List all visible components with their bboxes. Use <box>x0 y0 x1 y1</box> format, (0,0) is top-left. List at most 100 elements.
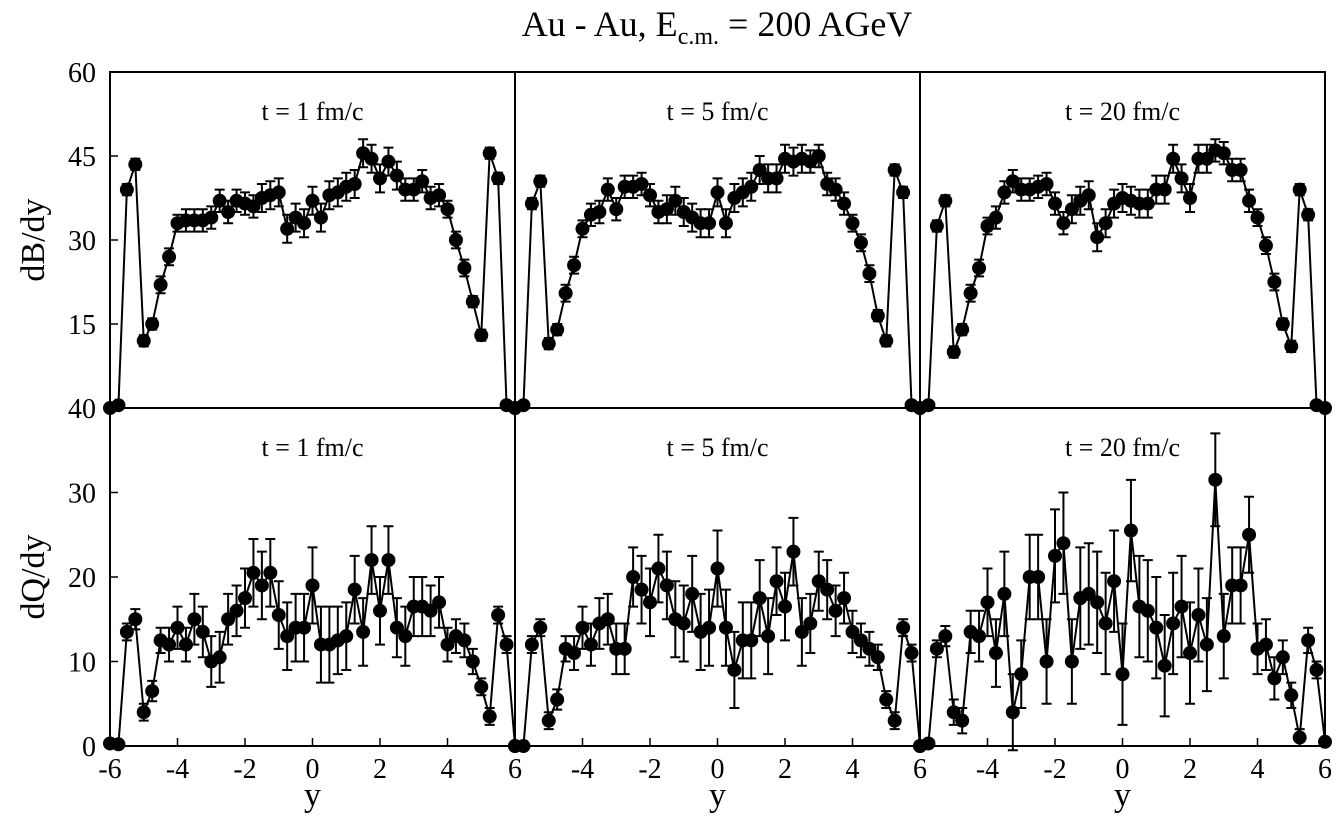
data-point <box>1275 317 1290 331</box>
data-point <box>474 328 489 343</box>
data-point <box>145 317 160 331</box>
x-tick-label: 2 <box>778 754 792 785</box>
data-point <box>1166 616 1181 631</box>
y-tick-label: 30 <box>68 479 96 510</box>
title-subscript: c.m. <box>678 24 719 50</box>
x-axis-label: y <box>1114 777 1131 814</box>
data-point <box>988 210 1003 225</box>
data-point <box>457 633 472 648</box>
data-point <box>1258 637 1273 652</box>
data-point <box>136 333 151 348</box>
data-point <box>1014 667 1029 682</box>
data-point <box>1208 472 1223 487</box>
data-point <box>347 177 362 191</box>
data-point <box>1056 216 1071 231</box>
data-point <box>119 624 134 639</box>
data-point <box>1216 629 1231 644</box>
data-point <box>280 221 295 236</box>
data-point <box>187 612 202 627</box>
data-point <box>356 624 371 639</box>
data-point <box>803 616 818 631</box>
x-tick-label: 0 <box>1116 754 1130 785</box>
data-point <box>212 193 227 208</box>
x-axis-label: y <box>709 777 726 814</box>
data-point <box>550 692 565 707</box>
data-point <box>972 261 987 275</box>
data-point <box>533 620 548 635</box>
data-point <box>1309 662 1324 677</box>
data-point <box>592 205 607 219</box>
data-point <box>870 308 885 323</box>
data-point <box>524 196 539 211</box>
y-axis-label: dB/dy <box>15 198 52 281</box>
data-point <box>229 603 244 618</box>
panel-annotation: t = 5 fm/c <box>666 433 768 462</box>
data-point <box>1233 578 1248 593</box>
data-point <box>465 294 480 309</box>
data-point <box>347 582 362 597</box>
y-tick-label: 60 <box>68 58 96 89</box>
panel-annotation: t = 5 fm/c <box>666 97 768 126</box>
data-point <box>575 221 590 236</box>
data-point <box>398 629 413 644</box>
data-point <box>837 196 852 211</box>
data-point <box>541 713 556 728</box>
data-point <box>718 216 733 231</box>
data-point <box>339 629 354 644</box>
data-point <box>491 608 506 623</box>
x-tick-label: -4 <box>571 754 594 785</box>
data-point <box>1191 608 1206 623</box>
data-point <box>710 185 725 200</box>
data-point <box>938 629 953 644</box>
data-point <box>297 216 312 231</box>
data-point <box>389 168 404 183</box>
data-point <box>305 193 320 208</box>
data-point <box>1267 275 1282 289</box>
data-point <box>879 692 894 707</box>
data-point <box>381 553 396 568</box>
data-point <box>541 336 556 351</box>
data-point <box>313 210 328 225</box>
data-point <box>727 662 742 677</box>
data-point <box>1318 734 1332 749</box>
x-tick-label: 4 <box>1251 754 1265 785</box>
y-tick-label: 10 <box>68 648 96 679</box>
x-tick-label: 2 <box>373 754 387 785</box>
data-point <box>744 179 759 194</box>
data-point <box>482 146 497 161</box>
data-point <box>761 629 776 644</box>
data-point <box>1123 523 1138 538</box>
data-point <box>1250 210 1265 225</box>
data-point <box>651 561 666 576</box>
data-point <box>811 149 826 163</box>
data-point <box>482 709 497 724</box>
panel-annotation: t = 1 fm/c <box>261 433 363 462</box>
data-point <box>1183 191 1197 205</box>
data-point <box>254 578 269 593</box>
data-point <box>162 249 177 264</box>
data-point <box>1098 616 1113 631</box>
data-point <box>862 266 877 281</box>
data-point <box>997 185 1012 200</box>
data-point <box>1090 230 1105 245</box>
data-point <box>1242 193 1257 208</box>
data-point <box>845 216 860 231</box>
data-point <box>1233 163 1248 177</box>
x-tick-label: -4 <box>976 754 999 785</box>
data-point <box>111 398 126 413</box>
y-tick-label: 30 <box>68 226 96 257</box>
data-point <box>828 603 843 618</box>
x-tick-label: 6 <box>1318 754 1332 785</box>
data-point <box>853 235 868 250</box>
data-point <box>972 629 987 644</box>
data-point <box>558 286 573 301</box>
data-point <box>305 578 320 593</box>
data-point <box>921 398 936 413</box>
data-point <box>617 641 632 656</box>
data-point <box>1292 182 1307 197</box>
y-tick-label: 40 <box>68 394 96 425</box>
data-point <box>1183 646 1197 661</box>
data-point <box>1174 171 1189 186</box>
data-point <box>870 650 885 665</box>
data-point <box>668 193 683 208</box>
